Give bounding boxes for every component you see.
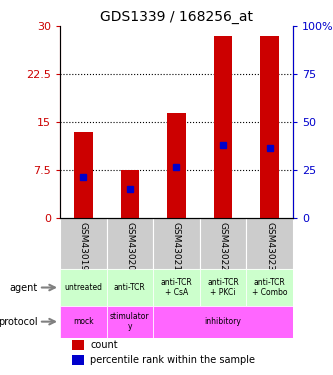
Bar	[72, 355, 85, 365]
Bar	[121, 170, 139, 218]
Text: percentile rank within the sample: percentile rank within the sample	[90, 355, 255, 365]
Title: GDS1339 / 168256_at: GDS1339 / 168256_at	[100, 10, 253, 24]
Bar	[153, 269, 200, 306]
Text: mock: mock	[73, 317, 94, 326]
Text: anti-TCR
+ CsA: anti-TCR + CsA	[161, 278, 192, 297]
Text: stimulator
y: stimulator y	[110, 312, 150, 332]
Bar	[246, 269, 293, 306]
Text: anti-TCR: anti-TCR	[114, 283, 146, 292]
Bar	[72, 340, 85, 350]
Bar	[260, 36, 279, 218]
Bar	[246, 218, 293, 269]
Bar	[60, 269, 107, 306]
Text: GSM43019: GSM43019	[79, 222, 88, 272]
Text: inhibitory: inhibitory	[205, 317, 241, 326]
Bar	[200, 269, 246, 306]
Text: untreated: untreated	[64, 283, 102, 292]
Text: agent: agent	[9, 282, 38, 292]
Bar	[60, 218, 107, 269]
Bar	[74, 132, 93, 218]
Bar	[153, 306, 293, 338]
Text: GSM43023: GSM43023	[265, 222, 274, 271]
Text: anti-TCR
+ PKCi: anti-TCR + PKCi	[207, 278, 239, 297]
Bar	[107, 269, 153, 306]
Bar	[214, 36, 232, 218]
Text: protocol: protocol	[0, 316, 38, 327]
Text: GSM43021: GSM43021	[172, 222, 181, 271]
Bar	[107, 306, 153, 338]
Bar	[153, 218, 200, 269]
Text: GSM43022: GSM43022	[218, 222, 228, 271]
Bar	[167, 112, 186, 218]
Bar	[60, 306, 107, 338]
Text: GSM43020: GSM43020	[125, 222, 135, 271]
Bar	[200, 218, 246, 269]
Text: count: count	[90, 340, 118, 350]
Bar	[107, 218, 153, 269]
Text: anti-TCR
+ Combo: anti-TCR + Combo	[252, 278, 287, 297]
